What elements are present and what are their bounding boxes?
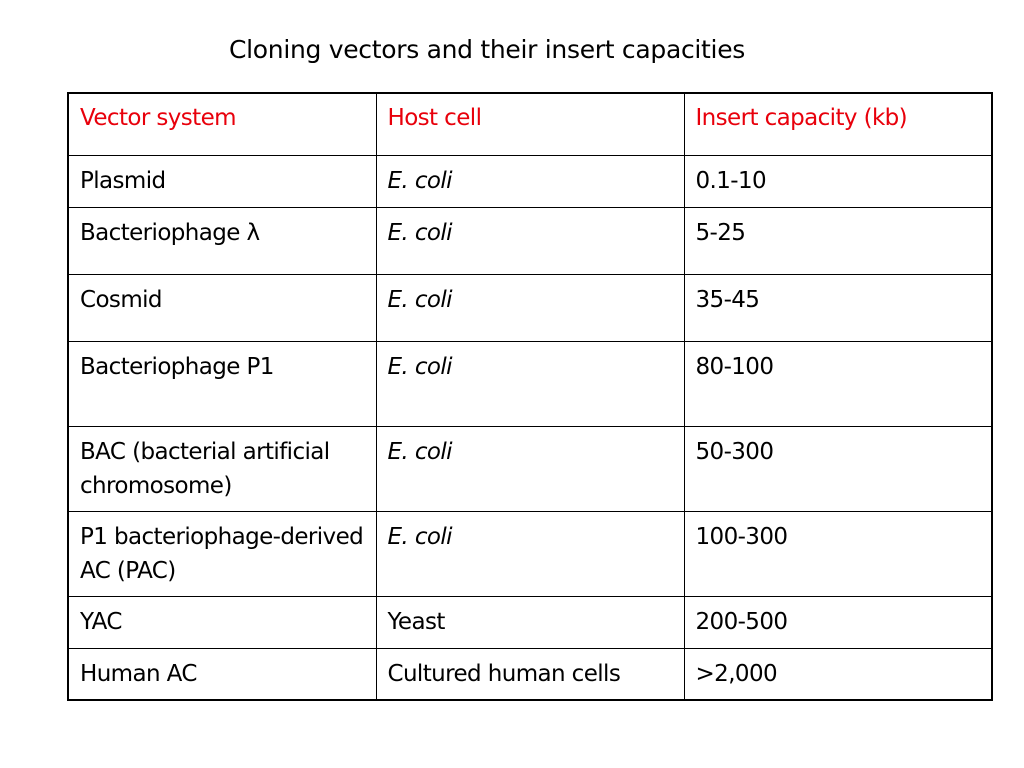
vector-cell: Bacteriophage P1: [67, 340, 377, 427]
slide-title: Cloning vectors and their insert capacit…: [228, 35, 746, 64]
vector-cell: BAC (bacterial artificial chromosome): [67, 425, 377, 512]
host-cell: Cultured human cells: [375, 647, 685, 701]
host-cell: E. coli: [375, 206, 685, 275]
table-row: Bacteriophage λ E. coli 5-25: [67, 206, 993, 275]
host-cell: E. coli: [375, 340, 685, 427]
cloning-vectors-table: Vector system Host cell Insert capacity …: [67, 92, 993, 701]
header-vector-system: Vector system: [67, 92, 377, 156]
capacity-cell: 50-300: [683, 425, 993, 512]
vector-cell: Human AC: [67, 647, 377, 701]
capacity-cell: 100-300: [683, 510, 993, 597]
host-cell: Yeast: [375, 595, 685, 649]
host-cell: E. coli: [375, 510, 685, 597]
header-host-cell: Host cell: [375, 92, 685, 156]
vector-cell: P1 bacteriophage-derived AC (PAC): [67, 510, 377, 597]
vector-cell: YAC: [67, 595, 377, 649]
capacity-cell: 5-25: [683, 206, 993, 275]
table-header-row: Vector system Host cell Insert capacity …: [67, 92, 993, 156]
capacity-cell: 35-45: [683, 273, 993, 342]
table-row: Bacteriophage P1 E. coli 80-100: [67, 340, 993, 427]
capacity-cell: 200-500: [683, 595, 993, 649]
capacity-cell: 0.1-10: [683, 154, 993, 208]
table-row: BAC (bacterial artificial chromosome) E.…: [67, 425, 993, 512]
capacity-cell: 80-100: [683, 340, 993, 427]
table-row: Plasmid E. coli 0.1-10: [67, 154, 993, 208]
table-row: Human AC Cultured human cells >2,000: [67, 647, 993, 701]
table-row: P1 bacteriophage-derived AC (PAC) E. col…: [67, 510, 993, 597]
capacity-cell: >2,000: [683, 647, 993, 701]
host-cell: E. coli: [375, 154, 685, 208]
vector-cell: Cosmid: [67, 273, 377, 342]
host-cell: E. coli: [375, 425, 685, 512]
vector-cell: Bacteriophage λ: [67, 206, 377, 275]
table-row: Cosmid E. coli 35-45: [67, 273, 993, 342]
host-cell: E. coli: [375, 273, 685, 342]
table-row: YAC Yeast 200-500: [67, 595, 993, 649]
header-insert-capacity: Insert capacity (kb): [683, 92, 993, 156]
vector-cell: Plasmid: [67, 154, 377, 208]
